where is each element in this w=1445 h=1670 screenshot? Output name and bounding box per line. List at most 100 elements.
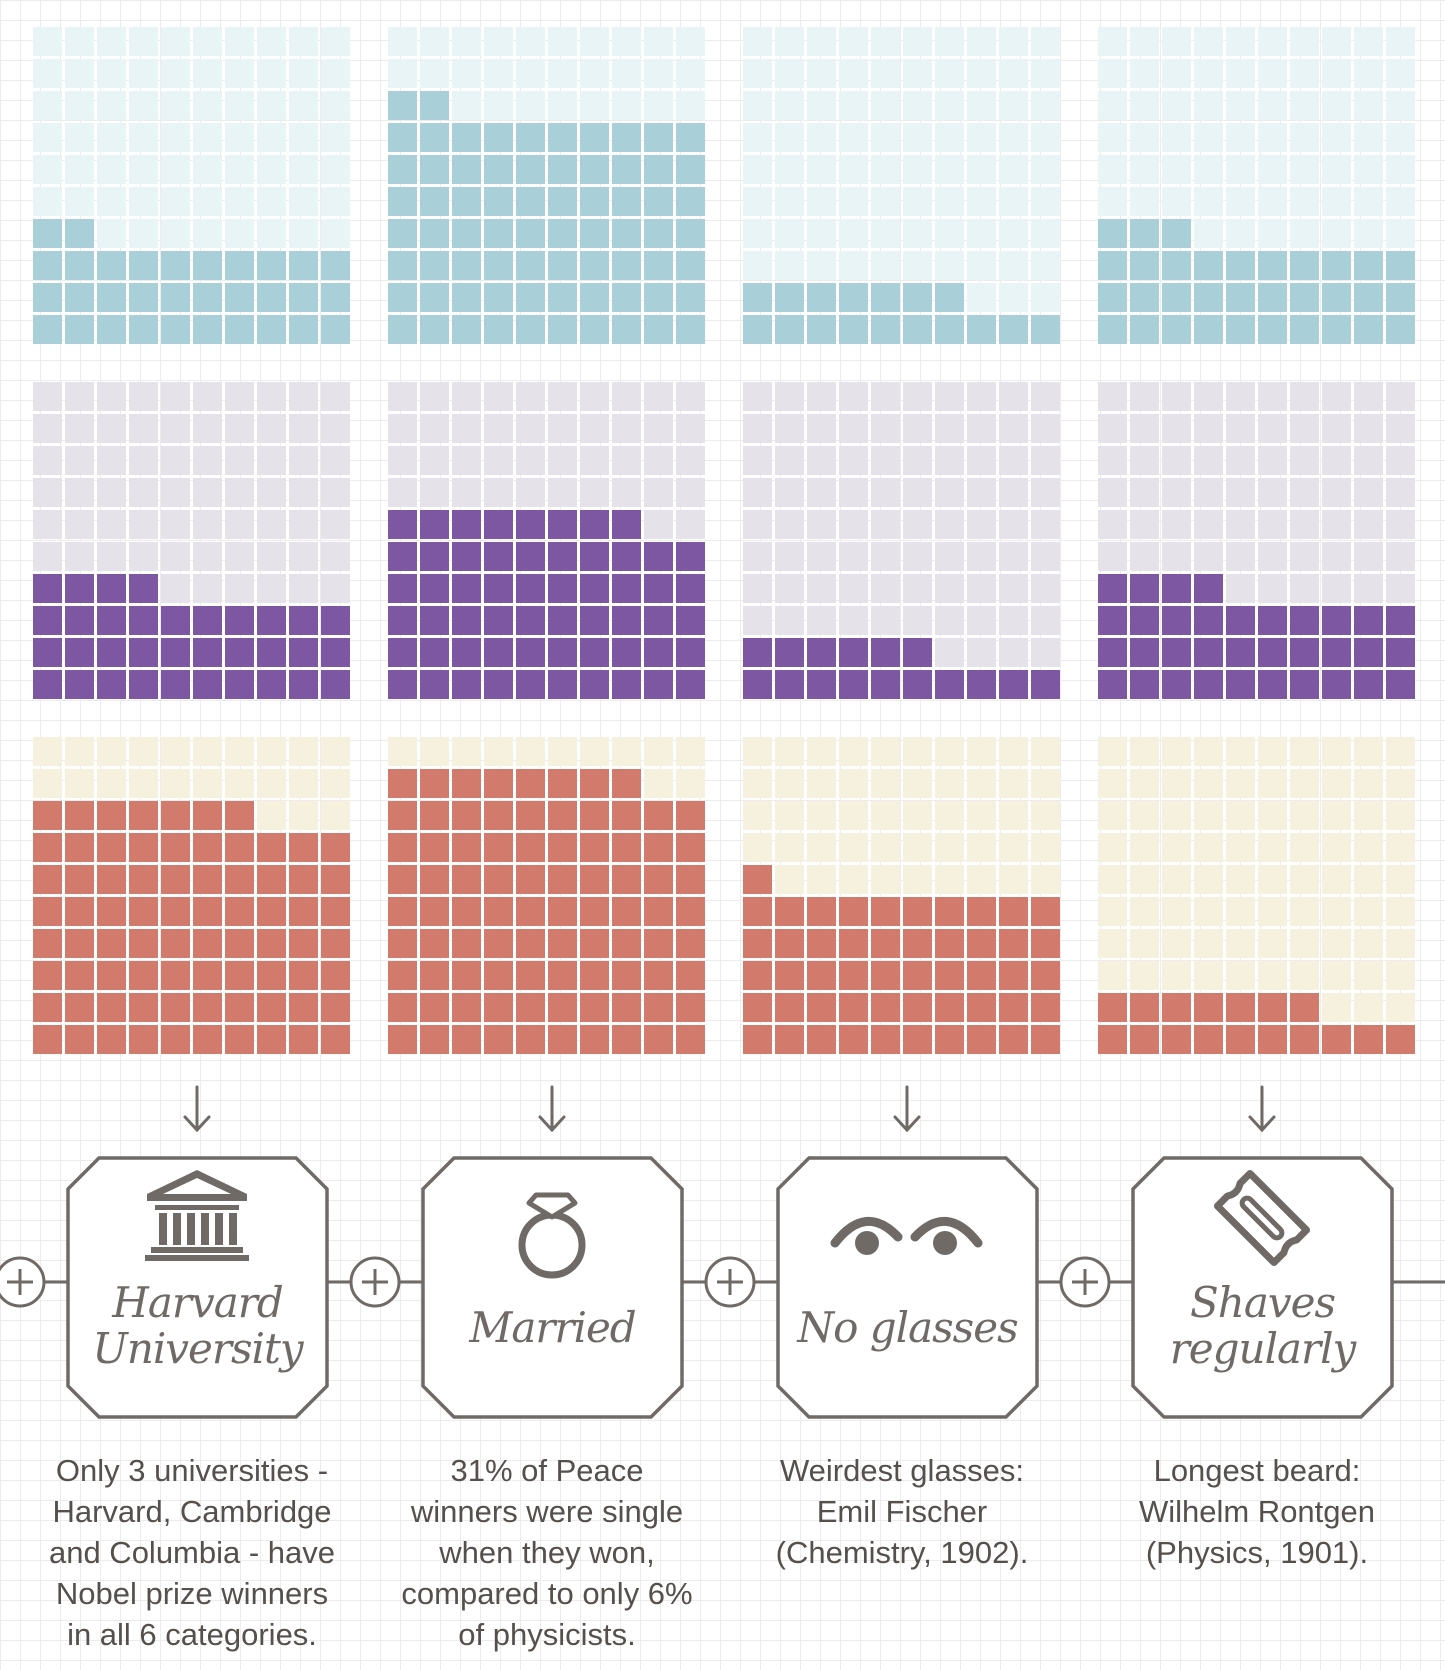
waffle-cell-empty — [225, 510, 254, 539]
waffle-cell-empty — [903, 574, 932, 603]
waffle-cell-empty — [999, 123, 1028, 152]
waffle-cell-empty — [1386, 446, 1415, 475]
waffle-cell-empty — [967, 769, 996, 798]
waffle-cell-filled — [33, 897, 62, 926]
waffle-cell-filled — [676, 283, 705, 312]
waffle-cell-filled — [388, 123, 417, 152]
waffle-cell-empty — [1194, 865, 1223, 894]
waffle-cell-empty — [257, 574, 286, 603]
waffle-cell-filled — [644, 219, 673, 248]
waffle-cell-filled — [548, 929, 577, 958]
waffle-cell-empty — [1354, 574, 1383, 603]
waffle-cell-empty — [452, 737, 481, 766]
waffle-cell-filled — [612, 510, 641, 539]
waffle-cell-filled — [484, 542, 513, 571]
waffle-cell-filled — [999, 315, 1028, 344]
waffle-cell-empty — [548, 737, 577, 766]
waffle-cell-empty — [839, 414, 868, 443]
waffle-cell-empty — [1354, 801, 1383, 830]
waffle-cell-empty — [1258, 446, 1287, 475]
waffle-cell-filled — [484, 510, 513, 539]
waffle-cell-empty — [1194, 27, 1223, 56]
waffle-cell-filled — [484, 219, 513, 248]
waffle-cell-empty — [289, 446, 318, 475]
waffle-cell-empty — [1098, 382, 1127, 411]
waffle-cell-filled — [388, 542, 417, 571]
waffle-cell-empty — [65, 123, 94, 152]
waffle-cell-empty — [1226, 574, 1255, 603]
waffle-cell-empty — [1098, 961, 1127, 990]
waffle-cell-filled — [775, 1025, 804, 1054]
waffle-cell-empty — [743, 414, 772, 443]
waffle-cell-empty — [807, 606, 836, 635]
waffle-cell-empty — [807, 382, 836, 411]
waffle-cell-filled — [388, 670, 417, 699]
waffle-cell-empty — [935, 187, 964, 216]
waffle-cell-empty — [1386, 993, 1415, 1022]
waffle-cell-empty — [65, 769, 94, 798]
waffle-cell-filled — [388, 897, 417, 926]
waffle-cell-filled — [580, 510, 609, 539]
waffle-cell-filled — [1258, 670, 1287, 699]
waffle-cell-filled — [839, 315, 868, 344]
waffle-cell-filled — [676, 542, 705, 571]
waffle-cell-empty — [1290, 123, 1319, 152]
waffle-cell-empty — [225, 59, 254, 88]
waffle-cell-filled — [289, 1025, 318, 1054]
waffle-cell-filled — [129, 638, 158, 667]
waffle-cell-filled — [516, 1025, 545, 1054]
waffle-cell-empty — [1194, 187, 1223, 216]
waffle-cell-empty — [1226, 27, 1255, 56]
waffle-cell-filled — [903, 929, 932, 958]
waffle-cell-filled — [420, 187, 449, 216]
waffle-cell-filled — [644, 833, 673, 862]
waffle-cell-empty — [999, 155, 1028, 184]
waffle-cell-empty — [903, 59, 932, 88]
waffle-cell-empty — [1386, 801, 1415, 830]
waffle-cell-empty — [1322, 961, 1351, 990]
waffle-cell-empty — [999, 91, 1028, 120]
waffle-cell-empty — [1031, 219, 1060, 248]
waffle-cell-empty — [1258, 414, 1287, 443]
waffle-cell-filled — [548, 1025, 577, 1054]
waffle-cell-empty — [225, 91, 254, 120]
waffle-cell-filled — [676, 155, 705, 184]
waffle-cell-filled — [743, 1025, 772, 1054]
waffle-cell-empty — [775, 737, 804, 766]
badge-shaves: Shaves regularly — [1130, 1155, 1395, 1420]
waffle-cell-empty — [1031, 382, 1060, 411]
waffle-cell-empty — [1194, 961, 1223, 990]
waffle-cell-empty — [644, 510, 673, 539]
waffle-cell-empty — [743, 59, 772, 88]
waffle-cell-empty — [161, 123, 190, 152]
waffle-cell-filled — [289, 670, 318, 699]
waffle-cell-filled — [644, 155, 673, 184]
caption-no-glasses: Weirdest glasses: Emil Fischer (Chemistr… — [775, 1453, 1029, 1570]
waffle-cell-filled — [33, 801, 62, 830]
waffle-cell-filled — [321, 283, 350, 312]
waffle-cell-empty — [1322, 59, 1351, 88]
waffle-cell-empty — [807, 478, 836, 507]
badge-label: Harvard University — [92, 1278, 303, 1373]
waffle-cell-empty — [1194, 155, 1223, 184]
waffle-cell-empty — [1258, 833, 1287, 862]
waffle-cell-filled — [193, 801, 222, 830]
waffle-cell-empty — [935, 91, 964, 120]
waffle-cell-empty — [935, 801, 964, 830]
waffle-cell-empty — [903, 542, 932, 571]
waffle-cell-filled — [161, 993, 190, 1022]
waffle-cell-empty — [97, 91, 126, 120]
waffle-cell-empty — [1194, 801, 1223, 830]
waffle-cell-empty — [903, 123, 932, 152]
waffle-chart — [388, 382, 705, 699]
waffle-cell-filled — [321, 929, 350, 958]
waffle-cell-empty — [193, 542, 222, 571]
waffle-cell-filled — [1354, 670, 1383, 699]
waffle-cell-filled — [97, 865, 126, 894]
waffle-cell-empty — [1258, 478, 1287, 507]
waffle-cell-empty — [967, 446, 996, 475]
waffle-cell-empty — [743, 542, 772, 571]
waffle-cell-filled — [65, 283, 94, 312]
waffle-cell-empty — [743, 219, 772, 248]
waffle-cell-empty — [839, 478, 868, 507]
